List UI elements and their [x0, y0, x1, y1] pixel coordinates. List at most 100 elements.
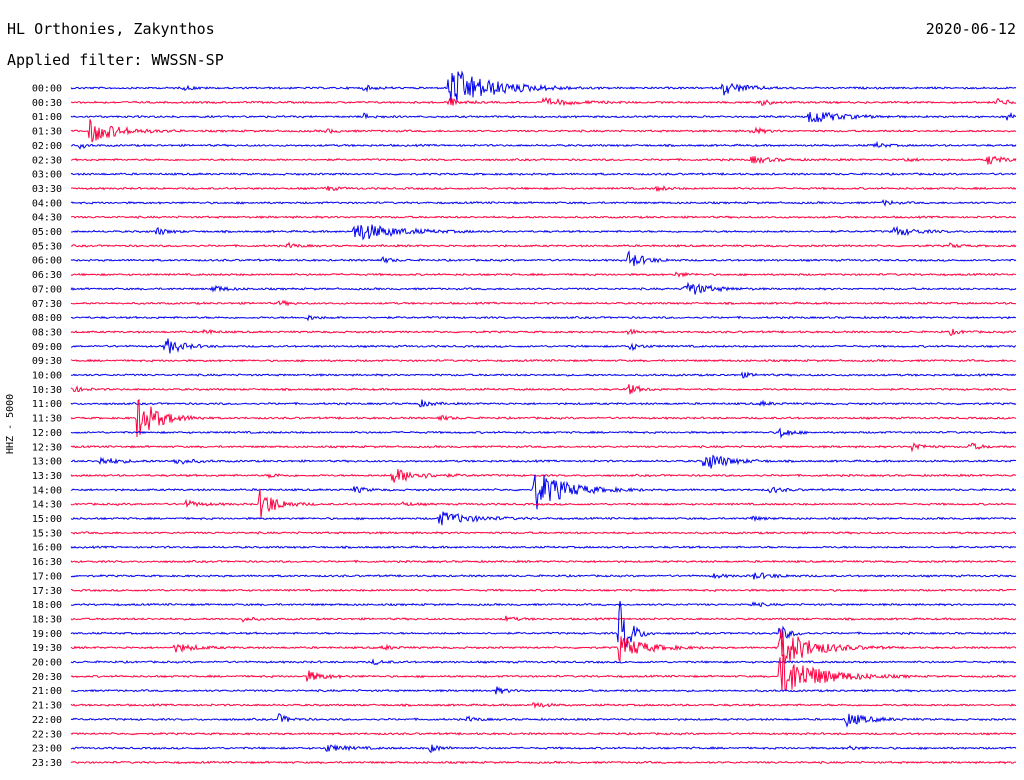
- trace-row-2330: [70, 760, 1017, 765]
- row-time-label: 21:30: [32, 701, 62, 712]
- row-time-label: 15:30: [32, 528, 62, 539]
- row-time-label: 12:00: [32, 428, 62, 439]
- row-time-label: 20:00: [32, 658, 62, 669]
- trace-row-0330: [70, 185, 1017, 193]
- row-time-label: 16:00: [32, 543, 62, 554]
- trace-row-1500: [70, 511, 1017, 526]
- filter-label: Applied filter: WWSSN-SP: [7, 51, 224, 69]
- trace-row-0230: [70, 155, 1017, 165]
- trace-row-1000: [70, 371, 1016, 379]
- row-time-label: 11:00: [32, 399, 62, 410]
- trace-row-0730: [70, 299, 1017, 307]
- row-time-label: 03:30: [32, 184, 62, 195]
- trace-row-2000: [70, 658, 1017, 666]
- trace-row-1800: [70, 601, 1017, 608]
- row-time-label: 19:30: [32, 643, 62, 654]
- trace-row-1300: [70, 454, 1017, 469]
- trace-row-0800: [70, 314, 1017, 322]
- row-time-label: 20:30: [32, 672, 62, 683]
- row-time-label: 14:00: [32, 485, 62, 496]
- trace-row-1230: [70, 442, 1017, 453]
- trace-row-0100: [70, 111, 1017, 123]
- trace-row-2030: [70, 654, 1017, 692]
- trace-row-0430: [70, 215, 1017, 220]
- row-time-label: 15:00: [32, 514, 62, 525]
- trace-row-1900: [70, 601, 1017, 650]
- trace-row-0700: [70, 281, 1017, 295]
- row-time-label: 04:30: [32, 213, 62, 224]
- row-time-label: 00:30: [32, 98, 62, 109]
- trace-row-0300: [70, 172, 1017, 177]
- trace-row-1630: [70, 559, 1017, 564]
- row-time-label: 08:30: [32, 327, 62, 338]
- trace-row-0830: [70, 328, 1017, 337]
- row-time-label: 09:00: [32, 342, 62, 353]
- trace-row-0130: [70, 119, 1017, 143]
- row-time-label: 22:30: [32, 729, 62, 740]
- trace-row-0930: [70, 358, 1017, 363]
- row-time-label: 17:00: [32, 571, 62, 582]
- row-time-label: 13:00: [32, 457, 62, 468]
- trace-row-0400: [70, 199, 1017, 207]
- station-title: HL Orthonies, Zakynthos: [7, 20, 215, 38]
- row-time-label: 02:30: [32, 155, 62, 166]
- row-time-label: 17:30: [32, 586, 62, 597]
- row-time-label: 11:30: [32, 414, 62, 425]
- row-time-label: 07:30: [32, 299, 62, 310]
- row-time-label: 06:30: [32, 270, 62, 281]
- row-time-label: 10:00: [32, 371, 62, 382]
- trace-row-1200: [70, 427, 1017, 440]
- row-time-label: 07:00: [32, 284, 62, 295]
- row-time-label: 05:30: [32, 241, 62, 252]
- row-time-label: 23:00: [32, 744, 62, 755]
- row-time-label: 02:00: [32, 141, 62, 152]
- trace-row-1700: [70, 572, 1017, 580]
- trace-row-0630: [70, 271, 1017, 278]
- row-time-label: 09:30: [32, 356, 62, 367]
- row-time-label: 13:30: [32, 471, 62, 482]
- trace-row-0200: [70, 140, 1017, 150]
- row-time-label: 00:00: [32, 84, 62, 95]
- trace-row-1730: [71, 588, 1017, 593]
- trace-row-1100: [70, 399, 1017, 408]
- trace-row-2130: [70, 702, 1017, 709]
- row-time-label: 01:00: [32, 112, 62, 123]
- trace-row-2300: [70, 743, 1017, 754]
- trace-row-1600: [70, 545, 1017, 550]
- row-time-label: 21:00: [32, 686, 62, 697]
- row-time-label: 18:30: [32, 614, 62, 625]
- plot-date: 2020-06-12: [925, 20, 1016, 38]
- trace-row-2100: [70, 686, 1017, 695]
- trace-row-1430: [70, 488, 1017, 519]
- trace-row-2230: [70, 731, 1017, 736]
- trace-row-0900: [70, 338, 1017, 354]
- row-time-label: 10:30: [32, 385, 62, 396]
- trace-row-0500: [71, 224, 1017, 241]
- row-time-label: 04:00: [32, 198, 62, 209]
- trace-row-0000: [70, 70, 1017, 103]
- row-time-label: 19:00: [32, 629, 62, 640]
- row-time-label: 22:00: [32, 715, 62, 726]
- row-time-label: 16:30: [32, 557, 62, 568]
- trace-row-1130: [70, 399, 1017, 438]
- row-time-label: 06:00: [32, 256, 62, 267]
- trace-row-2200: [70, 712, 1017, 728]
- row-time-label: 01:30: [32, 127, 62, 138]
- trace-row-1530: [70, 530, 1017, 535]
- trace-row-1030: [70, 384, 1017, 395]
- trace-row-0530: [70, 241, 1017, 249]
- trace-row-0030: [70, 96, 1017, 107]
- time-labels: 00:00 00:30 01:00 01:30 02:00 02:30 03:00 03:30…: [32, 84, 62, 769]
- trace-row-1830: [70, 615, 1017, 623]
- row-time-label: 18:00: [32, 600, 62, 611]
- row-time-label: 14:30: [32, 500, 62, 511]
- row-time-label: 05:00: [32, 227, 62, 238]
- row-time-label: 12:30: [32, 442, 62, 453]
- row-time-label: 08:00: [32, 313, 62, 324]
- row-time-label: 23:30: [32, 758, 62, 769]
- trace-row-0600: [70, 250, 1017, 267]
- seismic-traces: [70, 70, 1017, 765]
- trace-row-1930: [70, 628, 1017, 665]
- row-time-label: 03:00: [32, 170, 62, 181]
